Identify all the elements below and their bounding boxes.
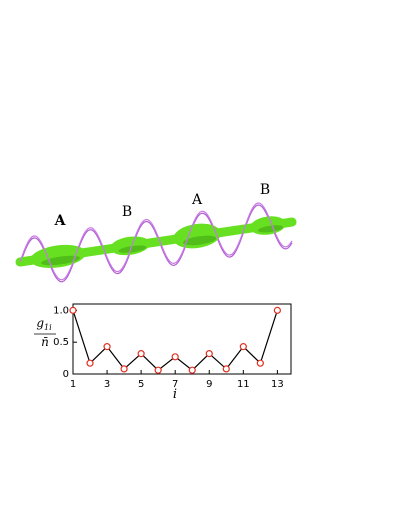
marker — [86, 359, 94, 367]
tube-bulge — [173, 223, 221, 249]
marker — [222, 365, 230, 373]
x-tick-label: 7 — [172, 379, 178, 390]
x-tick-label: 13 — [271, 379, 284, 390]
y-label-denominator: n̄ — [41, 335, 49, 349]
region-label: B — [122, 204, 132, 220]
marker — [103, 343, 111, 351]
y-label-subscript: 1i — [44, 323, 52, 332]
x-tick-label: 9 — [206, 379, 212, 390]
marker — [239, 343, 247, 351]
region-label: B — [260, 182, 270, 198]
marker — [69, 306, 77, 314]
y-tick-label: 0.5 — [53, 337, 69, 348]
marker — [273, 306, 281, 314]
helix-back — [19, 204, 293, 283]
y-label: g1i — [36, 316, 52, 332]
tube-shade — [41, 255, 81, 266]
tube-shade — [118, 245, 147, 253]
chart: 00.51.01 3 5 7 9 11 13 — [53, 303, 292, 390]
x-tick-label: 11 — [237, 379, 250, 390]
tube-bulge — [110, 236, 150, 256]
marker — [137, 350, 145, 358]
y-tick-label: 1.0 — [53, 305, 69, 316]
marker — [120, 365, 128, 373]
series-line — [72, 310, 278, 371]
tube-bulge — [250, 216, 286, 235]
x-tick-label: 3 — [104, 379, 110, 390]
region-label: A — [54, 213, 67, 229]
tube-shade — [183, 235, 217, 246]
tube-shade — [257, 225, 283, 233]
marker — [205, 350, 213, 358]
x-tick-label: 5 — [138, 379, 144, 390]
y-label-numerator: g — [36, 316, 44, 330]
region-label: A — [191, 192, 203, 208]
x-label: i — [173, 387, 177, 402]
x-tick-label: 1 — [70, 379, 76, 390]
helix-front — [19, 202, 293, 281]
marker — [188, 366, 196, 374]
illustration — [15, 202, 297, 283]
marker — [171, 353, 179, 361]
y-tick-label: 0 — [63, 369, 69, 380]
marker — [256, 359, 264, 367]
marker — [154, 366, 162, 374]
plot-frame — [72, 303, 292, 375]
